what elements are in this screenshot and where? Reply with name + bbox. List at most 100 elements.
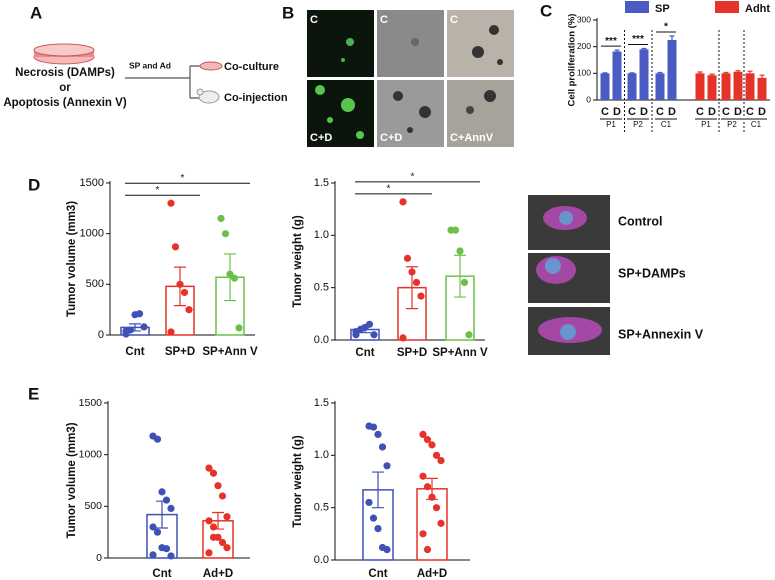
legend-label: Adht (745, 3, 770, 15)
mouse-icon (198, 90, 220, 104)
x-tick-label: D (613, 106, 621, 118)
bar (721, 73, 731, 100)
data-point (432, 451, 441, 459)
ultrasound: Control SP+DAMPs SP+Annexin V (528, 195, 704, 355)
y-axis-title: Tumor volume (mm3) (66, 201, 78, 317)
data-point (419, 530, 427, 538)
x-tick-label: SP+Ann V (432, 347, 488, 359)
y-tick-label: 100 (577, 68, 591, 78)
dish-icon (199, 61, 223, 71)
y-tick-label: 500 (86, 278, 104, 290)
spheroid (356, 131, 364, 139)
data-point (378, 443, 387, 451)
spheroid (327, 117, 333, 123)
x-tick-label: Cnt (355, 347, 374, 359)
data-point (149, 523, 157, 531)
data-point (423, 545, 432, 554)
data-point (153, 528, 162, 536)
y-tick-label: 0.0 (314, 334, 329, 346)
data-point (223, 513, 231, 521)
data-point (352, 328, 360, 336)
data-point (205, 464, 213, 472)
y-tick-label: 0 (96, 552, 102, 564)
schematic-output: Co-culture (224, 61, 279, 73)
data-point (423, 436, 432, 444)
spheroid (497, 59, 503, 65)
significance-label: * (387, 183, 391, 194)
spheroid (472, 46, 484, 58)
data-point (149, 551, 157, 559)
data-point (214, 482, 222, 490)
arrow (190, 65, 200, 99)
panel-label: C (540, 1, 552, 20)
data-point (374, 525, 382, 533)
x-tick-label: D (640, 106, 648, 118)
significance-label: *** (632, 34, 644, 45)
error-bar (406, 266, 418, 310)
micrograph-label: C+D (310, 132, 332, 144)
schematic-output: Co-injection (224, 92, 288, 104)
bar (655, 73, 665, 100)
tumor-region (559, 211, 573, 225)
x-tick-label: C (696, 106, 704, 118)
micrograph (377, 10, 444, 77)
error-bar (669, 35, 675, 45)
error-bar (641, 47, 647, 51)
tumor-region (560, 324, 576, 340)
data-point (403, 254, 412, 262)
group-label: P1 (701, 120, 711, 129)
data-point (419, 472, 427, 480)
spheroid (484, 90, 496, 102)
data-point (417, 292, 425, 300)
group-label: P2 (633, 120, 643, 129)
panel-label: B (282, 3, 294, 22)
data-point (140, 323, 148, 331)
data-point (223, 544, 231, 552)
y-tick-label: 0 (586, 94, 591, 104)
data-point (167, 552, 175, 560)
x-tick-label: Ad+D (203, 568, 233, 580)
micrograph-label: C+AnnV (450, 132, 494, 144)
x-tick-label: D (668, 106, 676, 118)
data-point (369, 423, 378, 431)
data-point (437, 456, 445, 465)
schematic-text: or (59, 82, 71, 94)
spheroid (346, 38, 354, 46)
error-bar (697, 71, 703, 76)
significance-label: * (411, 171, 415, 182)
data-point (218, 538, 227, 547)
ultrasound-label: Control (618, 214, 662, 228)
x-tick-label: Cnt (125, 346, 144, 358)
schematic-text: Apoptosis (Annexin V) (3, 97, 126, 109)
data-point (171, 243, 180, 251)
data-point (365, 498, 373, 507)
micrographs: C C C C+D C+D C+AnnV (307, 10, 514, 147)
chart: 0.0 0.5 1.0 1.5 Tumor weight (g) Cnt Ad+D (292, 397, 470, 580)
error-bar (735, 70, 741, 74)
data-point (412, 278, 421, 287)
spheroid (341, 58, 345, 62)
data-point (185, 306, 193, 314)
significance-label: * (664, 22, 668, 33)
x-tick-label: SP+D (397, 347, 427, 359)
data-point (383, 462, 391, 470)
chart: 0 500 1000 1500 Tumor volume (mm3) Cnt Ad+D (66, 397, 250, 580)
bar (745, 73, 755, 100)
error-bar (657, 71, 663, 75)
spheroid (489, 25, 499, 35)
y-tick-label: 1.0 (314, 229, 329, 241)
micrograph-label: C (380, 14, 388, 26)
y-tick-label: 0.0 (314, 554, 329, 566)
y-tick-label: 1.0 (314, 449, 329, 461)
micrograph (377, 80, 444, 147)
bar (695, 73, 705, 100)
data-point (209, 533, 218, 541)
data-point (205, 517, 213, 525)
group-label: P1 (606, 120, 616, 129)
data-point (205, 549, 213, 557)
y-axis-title: Cell proliferation (%) (567, 14, 578, 107)
micrograph (307, 10, 374, 77)
error-bar (426, 477, 438, 500)
spheroid (341, 98, 355, 112)
